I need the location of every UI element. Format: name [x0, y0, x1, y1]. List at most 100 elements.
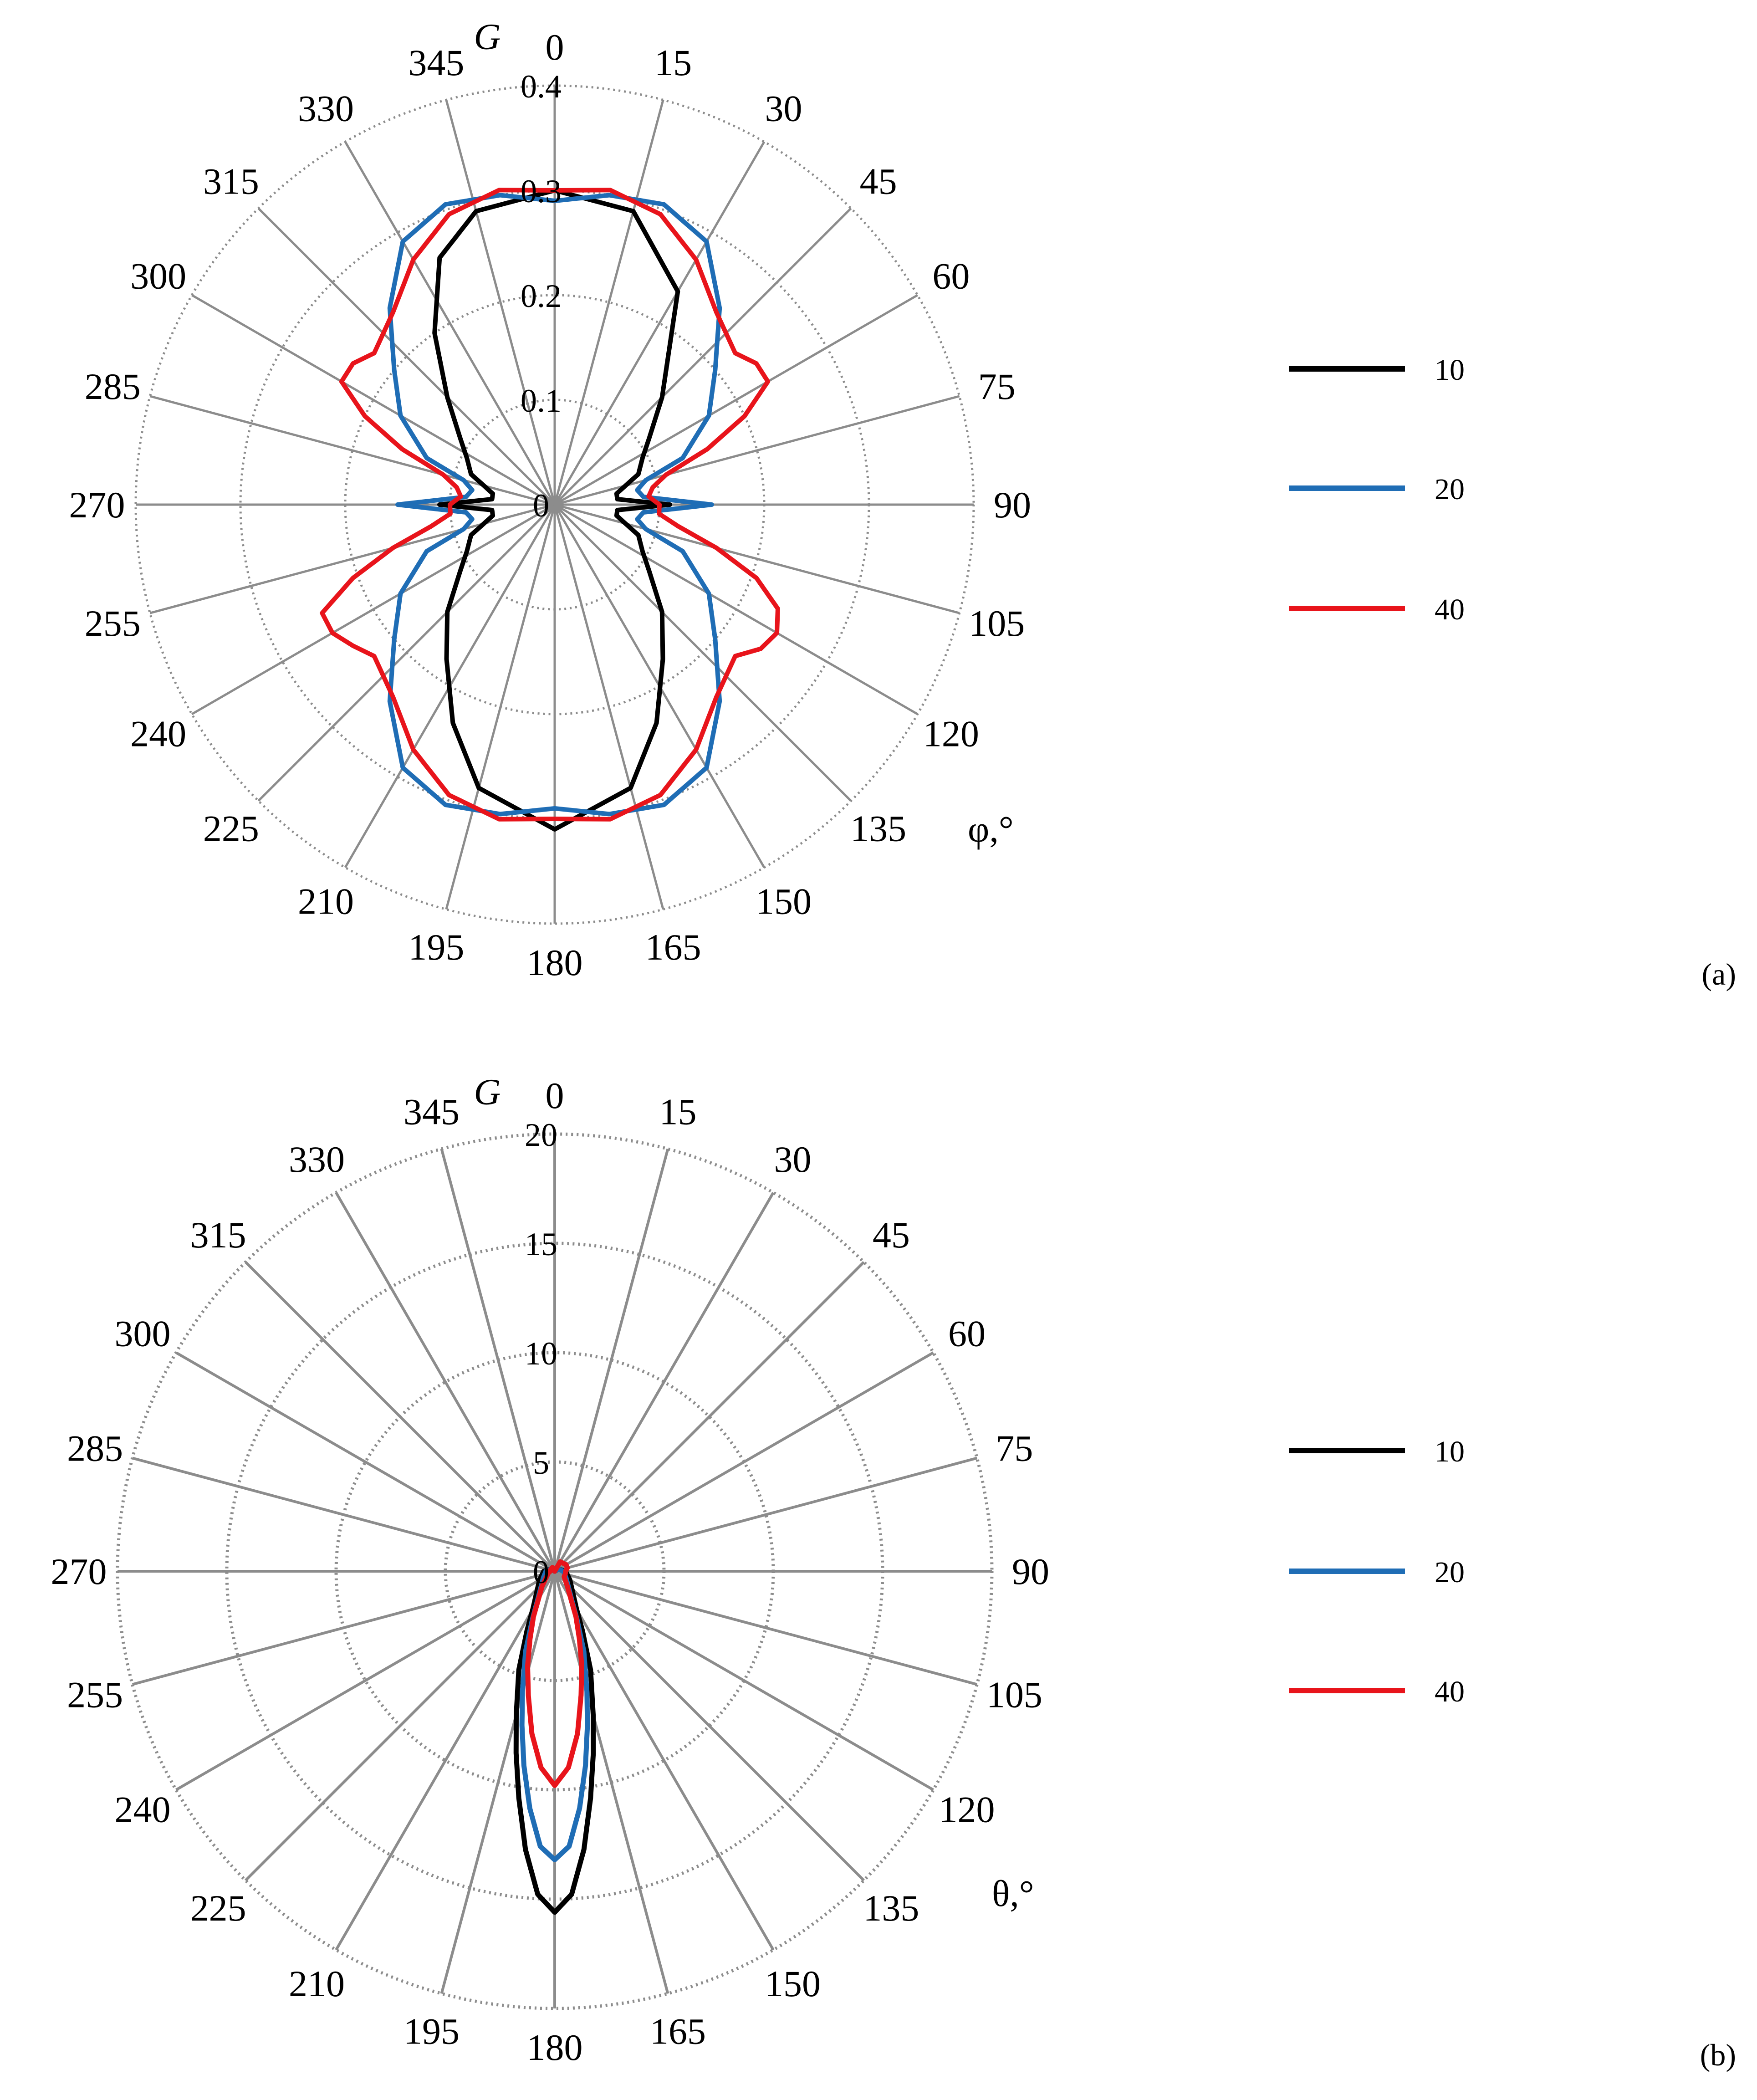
- grid-spoke: [554, 503, 960, 614]
- angle-tick-label: 270: [51, 1551, 107, 1592]
- angle-tick-label: 210: [298, 880, 354, 922]
- grid-spoke: [445, 504, 556, 910]
- series-group-a: [320, 188, 780, 832]
- tick-labels-a: 0 15 30 45 60 75 90 105 120 135 150 165 180 195 210 225…: [69, 26, 1032, 983]
- grid-spoke: [554, 1570, 934, 1791]
- angle-tick-label: 90: [1012, 1551, 1049, 1592]
- angle-tick-label: 285: [85, 366, 141, 407]
- angle-tick-label: 330: [298, 88, 354, 129]
- angle-tick-label: 135: [850, 808, 906, 849]
- angular-axis-label: θ,°: [992, 1873, 1034, 1914]
- legend-label-20: 20: [1435, 1556, 1465, 1589]
- series-line-20: [387, 193, 722, 817]
- angle-tick-label: 345: [408, 42, 464, 83]
- angle-tick-label: 225: [190, 1887, 246, 1929]
- angle-tick-label: 165: [650, 2010, 706, 2052]
- grid-spoke: [149, 395, 555, 506]
- angle-tick-label: 180: [527, 942, 583, 983]
- grid-spoke: [440, 1148, 556, 1572]
- grid-spoke: [344, 141, 556, 506]
- series-line-40: [320, 188, 780, 822]
- radial-tick-label: 0.3: [521, 173, 562, 209]
- legend-label-40: 40: [1435, 593, 1465, 626]
- grid-spoke: [553, 1571, 669, 1994]
- angle-tick-label: 0: [546, 26, 564, 68]
- series-group-b: [513, 1559, 596, 1915]
- grid-spoke: [191, 503, 556, 715]
- angle-tick-label: 210: [289, 1963, 345, 2004]
- angle-tick-label: 315: [190, 1214, 246, 1256]
- angle-tick-label: 90: [994, 484, 1031, 526]
- tick-labels-b: 0 153045607590105120135150165180195210225…: [51, 1075, 1050, 2068]
- angle-tick-label: 60: [948, 1313, 986, 1354]
- radial-tick-label: 0: [533, 1554, 549, 1590]
- legend-label-40: 40: [1435, 1675, 1465, 1708]
- angle-tick-label: 240: [130, 713, 186, 755]
- radial-tick-label: 0.4: [521, 68, 562, 105]
- angle-tick-label: 300: [115, 1313, 171, 1354]
- polar-grid-b: [116, 1132, 994, 2010]
- angle-tick-label: 165: [645, 926, 701, 968]
- radial-tick-label: 15: [525, 1226, 557, 1262]
- angle-tick-label: 195: [408, 926, 464, 968]
- grid-spoke: [445, 99, 556, 505]
- legend-a: 10 20 40: [1289, 353, 1465, 626]
- angle-tick-label: 75: [996, 1428, 1033, 1469]
- radial-axis-label: G: [474, 16, 501, 57]
- grid-spoke: [553, 99, 664, 505]
- angle-tick-label: 60: [932, 255, 970, 297]
- grid-spoke: [553, 1261, 865, 1573]
- grid-spoke: [175, 1351, 556, 1573]
- grid-spoke: [554, 294, 918, 506]
- radial-tick-label: 0: [533, 487, 549, 524]
- grid-spoke: [132, 1456, 555, 1573]
- legend-label-20: 20: [1435, 473, 1465, 506]
- angle-tick-label: 105: [986, 1674, 1042, 1716]
- grid-spoke: [132, 1570, 555, 1686]
- angle-tick-label: 45: [860, 160, 897, 202]
- angle-tick-label: 105: [969, 603, 1025, 644]
- series-line-10: [432, 188, 680, 832]
- grid-spoke: [191, 294, 556, 506]
- panel-label-b: (b): [1700, 2038, 1736, 2072]
- angle-tick-label: 120: [939, 1789, 995, 1830]
- angle-tick-label: 270: [69, 484, 125, 526]
- grid-spoke: [553, 1570, 775, 1951]
- grid-spoke: [257, 504, 556, 802]
- angle-tick-label: 75: [978, 366, 1016, 407]
- grid-spoke: [553, 1570, 865, 1881]
- grid-spoke: [257, 207, 556, 506]
- angle-tick-label: 150: [756, 880, 812, 922]
- angle-tick-label: 255: [67, 1674, 123, 1716]
- grid-spoke: [335, 1570, 556, 1951]
- radial-tick-label: 0.2: [521, 278, 562, 314]
- grid-spoke: [554, 1351, 934, 1573]
- angle-tick-label: 345: [403, 1091, 460, 1133]
- grid-spoke: [554, 395, 960, 506]
- angle-tick-label: 150: [765, 1963, 821, 2004]
- angle-tick-label: 195: [403, 2010, 460, 2052]
- grid-spoke: [175, 1570, 556, 1791]
- angle-tick-label: 15: [659, 1091, 697, 1133]
- grid-spoke: [554, 207, 852, 506]
- angle-tick-label: 255: [85, 603, 141, 644]
- radial-tick-label: 10: [525, 1335, 557, 1372]
- angle-tick-label: 315: [203, 160, 259, 202]
- polar-grid-a: [134, 84, 975, 925]
- radial-tick-label: 0.1: [521, 383, 562, 419]
- angle-tick-label: 285: [67, 1428, 123, 1469]
- radial-axis-label: G: [474, 1071, 501, 1113]
- legend-label-10: 10: [1435, 1435, 1465, 1468]
- grid-spoke: [553, 1148, 669, 1572]
- legend-label-10: 10: [1435, 353, 1465, 387]
- angle-tick-label: 180: [527, 2027, 583, 2068]
- panel-b: 0 153045607590105120135150165180195210225…: [51, 1071, 1737, 2072]
- radial-tick-label: 5: [533, 1445, 549, 1481]
- radial-tick-label: 20: [525, 1117, 557, 1153]
- grid-spoke: [554, 503, 918, 715]
- legend-b: 10 20 40: [1289, 1435, 1465, 1708]
- grid-spoke: [554, 1456, 978, 1573]
- angle-tick-label: 0: [546, 1075, 564, 1116]
- angle-tick-label: 240: [115, 1789, 171, 1830]
